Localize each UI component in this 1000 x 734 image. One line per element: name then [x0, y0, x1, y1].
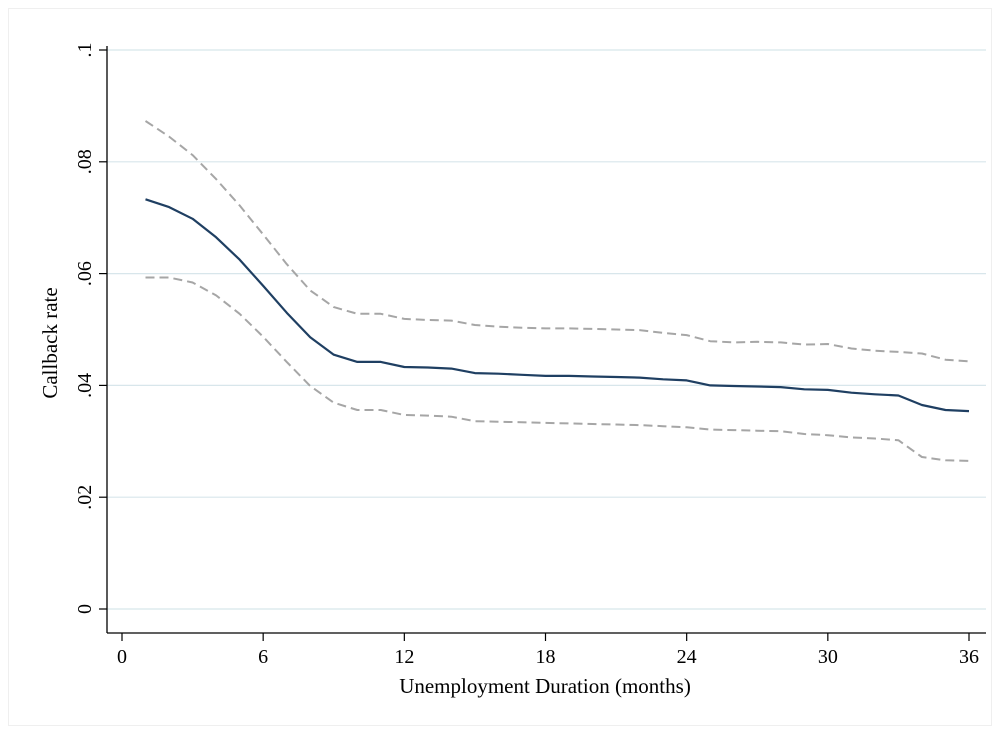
- lower-bound-line: [145, 276, 970, 462]
- x-tick-label: 6: [258, 646, 268, 668]
- x-axis-title: Unemployment Duration (months): [399, 674, 691, 698]
- x-tick-label: 18: [536, 646, 556, 668]
- estimate-line: [145, 198, 970, 413]
- chart-frame: [8, 8, 992, 726]
- x-tick-label: 30: [818, 646, 838, 668]
- y-tick-label: .02: [74, 485, 96, 510]
- x-tick-label: 24: [677, 646, 697, 668]
- x-tick-label: 12: [394, 646, 414, 668]
- upper-bound-line: [144, 120, 970, 363]
- series-layer: [144, 120, 970, 462]
- y-tick-label: .06: [74, 261, 96, 286]
- y-axis-title: Callback rate: [38, 287, 62, 398]
- x-tick-label: 0: [117, 646, 127, 668]
- y-tick-label: .04: [74, 373, 96, 398]
- axis-layer: 0 .02 .04 .06 .08 .1 0 6 12 18 24 30 36: [74, 43, 986, 668]
- x-tick-label: 36: [959, 646, 979, 668]
- y-tick-label: 0: [74, 604, 96, 614]
- y-tick-label: .08: [74, 149, 96, 174]
- y-tick-label: .1: [74, 43, 96, 58]
